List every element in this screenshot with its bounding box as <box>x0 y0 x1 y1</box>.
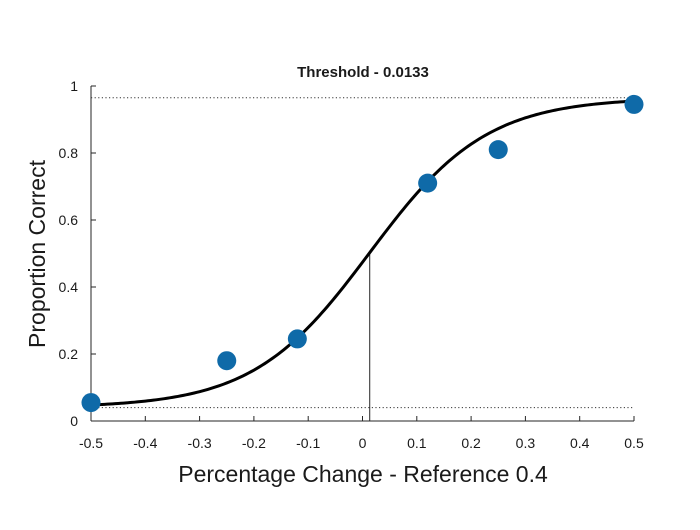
y-tick-label: 1 <box>70 78 78 94</box>
data-point <box>488 140 508 160</box>
data-point <box>217 351 237 371</box>
data-point <box>81 393 101 413</box>
x-tick-label: 0.1 <box>407 435 427 451</box>
chart-title: Threshold - 0.0133 <box>297 64 429 81</box>
x-tick-label: -0.5 <box>79 435 103 451</box>
y-axis-label: Proportion Correct <box>24 159 50 348</box>
y-tick-label: 0.2 <box>59 346 79 362</box>
x-tick-label: -0.3 <box>188 435 212 451</box>
x-tick-label: 0.2 <box>461 435 481 451</box>
x-tick-label: 0.4 <box>570 435 590 451</box>
data-point <box>287 329 307 349</box>
y-tick-label: 0.4 <box>59 279 79 295</box>
y-tick-label: 0.6 <box>59 212 79 228</box>
x-tick-label: 0.3 <box>516 435 536 451</box>
x-tick-label: -0.2 <box>242 435 266 451</box>
x-tick-label: -0.4 <box>133 435 157 451</box>
y-tick-label: 0.8 <box>59 145 79 161</box>
x-axis-label: Percentage Change - Reference 0.4 <box>178 461 548 487</box>
data-point <box>624 94 644 114</box>
y-tick-label: 0 <box>70 413 78 429</box>
plot-layer: -0.5 -0.4 -0.3 -0.2 -0.1 0 0.1 0.2 0.3 0.4 0.5 0 0.2… <box>59 78 644 451</box>
fit-curve <box>90 99 635 407</box>
x-tick-label: 0 <box>359 435 367 451</box>
x-tick-label: -0.1 <box>296 435 320 451</box>
data-point <box>418 173 438 193</box>
x-tick-label: 0.5 <box>624 435 644 451</box>
